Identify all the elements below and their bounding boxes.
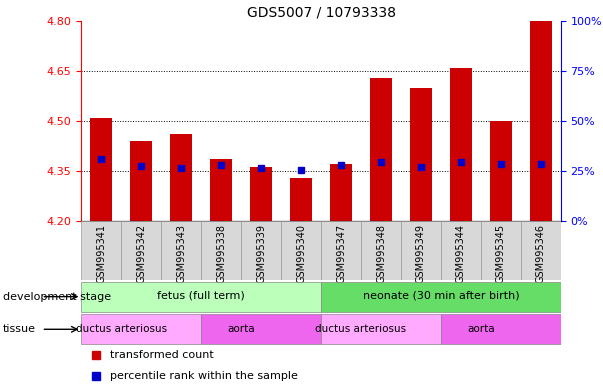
Bar xyxy=(201,314,321,344)
Bar xyxy=(281,221,321,280)
Bar xyxy=(130,141,153,221)
Bar xyxy=(290,177,312,221)
Bar xyxy=(410,88,432,221)
Bar xyxy=(321,221,361,280)
Bar xyxy=(521,221,561,280)
Bar xyxy=(450,68,472,221)
Bar xyxy=(361,221,401,280)
Text: tissue: tissue xyxy=(3,324,36,334)
Bar xyxy=(81,221,121,280)
Text: GSM995347: GSM995347 xyxy=(336,224,346,283)
Text: transformed count: transformed count xyxy=(110,350,214,360)
Text: GSM995345: GSM995345 xyxy=(496,224,506,283)
Bar xyxy=(441,221,481,280)
Bar xyxy=(490,121,512,221)
Text: GSM995346: GSM995346 xyxy=(536,224,546,283)
Text: GSM995348: GSM995348 xyxy=(376,224,386,283)
Text: aorta: aorta xyxy=(467,324,494,334)
Bar xyxy=(481,221,521,280)
Bar xyxy=(441,314,561,344)
Bar xyxy=(201,221,241,280)
Bar xyxy=(530,8,552,221)
Text: GSM995341: GSM995341 xyxy=(96,224,106,283)
Text: development stage: development stage xyxy=(3,291,111,302)
Text: GSM995349: GSM995349 xyxy=(416,224,426,283)
Bar xyxy=(370,78,392,221)
Text: GSM995339: GSM995339 xyxy=(256,224,266,283)
Bar xyxy=(162,221,201,280)
Bar xyxy=(121,221,161,280)
Bar xyxy=(241,221,281,280)
Text: GSM995340: GSM995340 xyxy=(296,224,306,283)
Text: fetus (full term): fetus (full term) xyxy=(157,291,245,301)
Bar xyxy=(210,159,232,221)
Text: GSM995344: GSM995344 xyxy=(456,224,466,283)
Title: GDS5007 / 10793338: GDS5007 / 10793338 xyxy=(247,6,396,20)
Text: neonate (30 min after birth): neonate (30 min after birth) xyxy=(362,291,519,301)
Text: percentile rank within the sample: percentile rank within the sample xyxy=(110,371,298,381)
Text: aorta: aorta xyxy=(227,324,255,334)
Bar xyxy=(321,281,561,312)
Bar xyxy=(401,221,441,280)
Text: GSM995342: GSM995342 xyxy=(136,224,147,283)
Bar xyxy=(330,164,352,221)
Text: GSM995343: GSM995343 xyxy=(176,224,186,283)
Text: ductus arteriosus: ductus arteriosus xyxy=(76,324,167,334)
Bar xyxy=(90,118,112,221)
Text: ductus arteriosus: ductus arteriosus xyxy=(315,324,406,334)
Text: GSM995338: GSM995338 xyxy=(216,224,226,283)
Bar xyxy=(170,134,192,221)
Bar xyxy=(81,281,321,312)
Bar xyxy=(321,314,441,344)
Bar xyxy=(250,167,272,221)
Bar xyxy=(81,314,201,344)
